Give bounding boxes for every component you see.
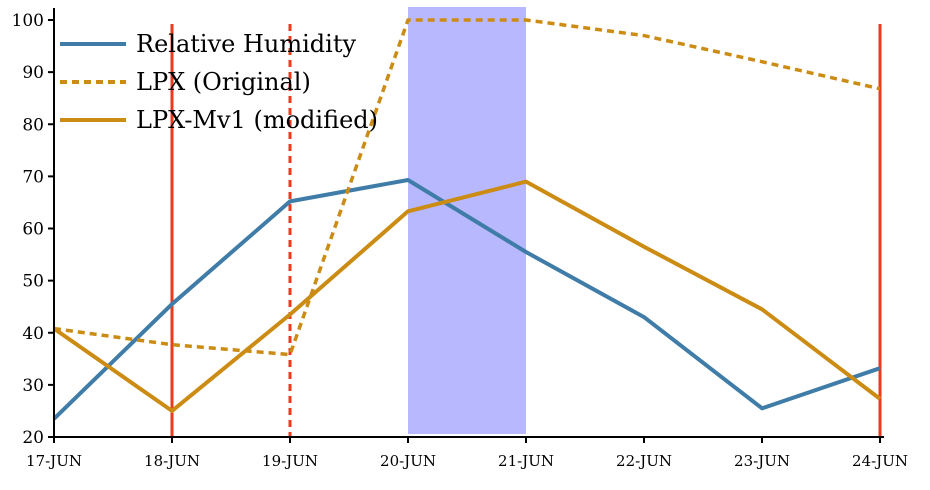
series-layer: [52, 18, 882, 421]
x-tick-label: 17-JUN: [26, 452, 82, 470]
y-tick-label: 30: [22, 376, 44, 396]
x-tick-label: 18-JUN: [144, 452, 200, 470]
y-tick-label: 90: [22, 63, 44, 83]
x-tick-label: 19-JUN: [262, 452, 318, 470]
series-line-1: [53, 18, 881, 357]
legend-label-0: Relative Humidity: [136, 30, 356, 58]
legend-label-1: LPX (Original): [136, 68, 311, 96]
y-tick-label: 40: [22, 324, 44, 344]
shaded-span-layer: [408, 7, 526, 434]
shaded-span: [408, 7, 526, 434]
y-tick-label: 60: [22, 220, 44, 240]
axes: 20 30 40 50 60 70 80 90 100 17-JUN 18-JUN 19-JUN 20-…: [12, 8, 908, 470]
y-tick-label: 70: [22, 167, 44, 187]
x-tick-label: 22-JUN: [616, 452, 672, 470]
x-tick-label: 23-JUN: [734, 452, 790, 470]
y-tick-label: 80: [22, 115, 44, 135]
x-tick-label: 20-JUN: [380, 452, 436, 470]
legend-label-2: LPX-Mv1 (modified): [136, 106, 378, 134]
x-tick-label: 24-JUN: [852, 452, 908, 470]
legend: Relative Humidity LPX (Original) LPX-Mv1 (…: [60, 30, 378, 134]
y-tick-label: 50: [22, 272, 44, 292]
x-tick-label: 21-JUN: [498, 452, 554, 470]
y-tick-label: 20: [22, 428, 44, 448]
series-line-2: [52, 179, 882, 413]
y-tick-label: 100: [12, 11, 44, 31]
series-line-0: [52, 178, 881, 421]
vertical-marker-layer: [170, 24, 882, 437]
